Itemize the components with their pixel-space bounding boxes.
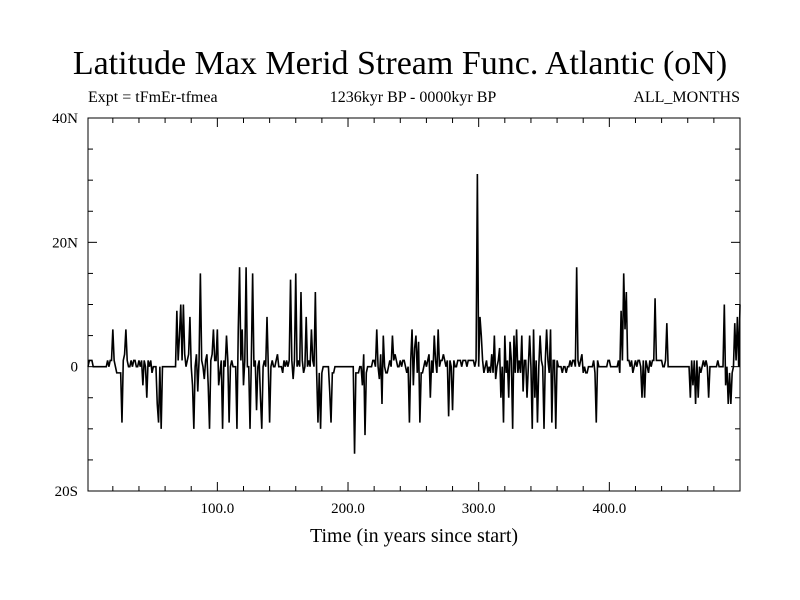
series-layer (87, 173, 741, 454)
time-range-label: 1236kyr BP - 0000kyr BP (329, 89, 497, 106)
axis-ticks (88, 118, 740, 491)
x-axis-label: Time (in years since start) (310, 525, 518, 547)
series-line (87, 173, 741, 454)
y-tick-label: 20N (52, 235, 78, 251)
x-tick-label: 300.0 (462, 501, 496, 517)
months-label: ALL_MONTHS (633, 89, 740, 106)
y-tick-label: 0 (71, 360, 79, 376)
tick-labels: 100.0 200.0 300.0 400.0 40N 20N 0 20S (52, 111, 626, 517)
experiment-label: Expt = tFmEr-tfmea (88, 89, 218, 106)
plot-frame (87, 117, 741, 492)
x-tick-label: 200.0 (331, 501, 365, 517)
x-tick-label: 100.0 (200, 501, 234, 517)
y-tick-label: 40N (52, 111, 78, 127)
chart-title: Latitude Max Merid Stream Func. Atlantic… (72, 45, 728, 82)
x-tick-label: 400.0 (592, 501, 626, 517)
y-tick-label: 20S (55, 484, 78, 500)
